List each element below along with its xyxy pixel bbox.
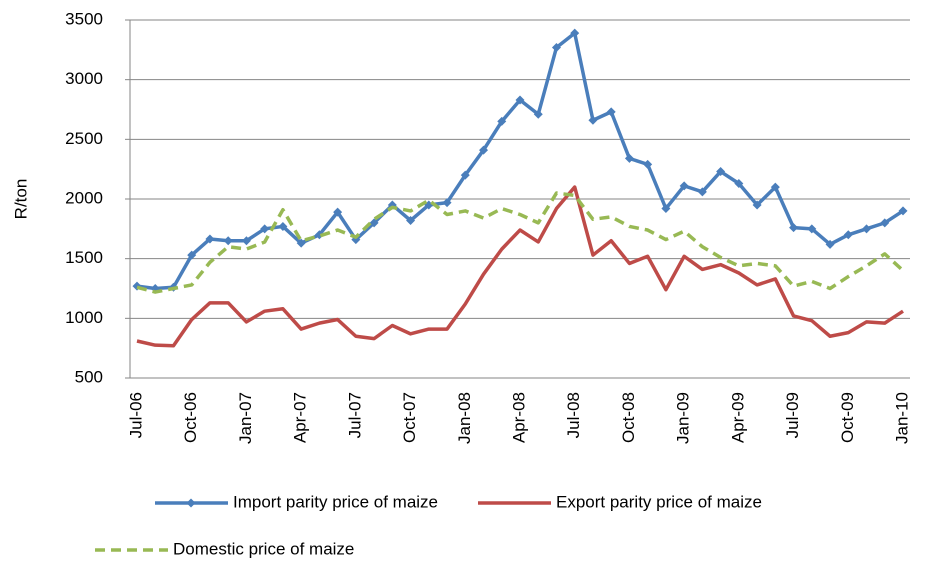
x-tick-label: Jan-09: [674, 392, 693, 444]
y-tick-label: 3500: [65, 9, 103, 28]
legend-label: Export parity price of maize: [556, 492, 762, 511]
x-tick-label: Apr-09: [728, 392, 747, 443]
series-marker: [442, 198, 452, 208]
x-tick-label: Apr-07: [291, 392, 310, 443]
series-marker: [734, 178, 744, 188]
series-marker: [843, 230, 853, 240]
series-marker: [223, 236, 233, 246]
series-marker: [278, 221, 288, 231]
series-marker: [369, 218, 379, 228]
series-marker: [679, 181, 689, 191]
series-marker: [880, 218, 890, 228]
x-tick-label: Jan-10: [892, 392, 911, 444]
series-marker: [570, 28, 580, 38]
x-tick-label: Apr-08: [509, 392, 528, 443]
y-tick-label: 500: [75, 367, 103, 386]
series-marker: [624, 153, 634, 163]
y-tick-label: 1500: [65, 248, 103, 267]
series-marker: [406, 215, 416, 225]
series-marker: [716, 167, 726, 177]
series-marker: [460, 170, 470, 180]
series-marker: [752, 200, 762, 210]
series-line: [136, 191, 905, 294]
series-line: [136, 185, 904, 348]
series-marker: [515, 95, 525, 105]
x-tick-label: Jul-08: [564, 392, 583, 438]
x-tick-label: Jan-07: [236, 392, 255, 444]
series-marker: [479, 145, 489, 155]
y-tick-label: 2000: [65, 188, 103, 207]
series-marker: [588, 115, 598, 125]
series-marker: [260, 224, 270, 234]
series-marker: [661, 204, 671, 214]
legend-label: Import parity price of maize: [233, 492, 438, 511]
x-tick-label: Jul-09: [783, 392, 802, 438]
series-marker: [807, 224, 817, 234]
x-tick-label: Oct-09: [838, 392, 857, 443]
y-tick-label: 3000: [65, 69, 103, 88]
series-marker: [770, 182, 780, 192]
legend-label: Domestic price of maize: [173, 539, 354, 558]
x-tick-label: Jul-06: [126, 392, 145, 438]
series-marker: [333, 207, 343, 217]
x-tick-label: Oct-06: [181, 392, 200, 443]
series-marker: [205, 234, 215, 244]
series-line: [136, 31, 904, 291]
legend-marker: [186, 498, 196, 508]
series-marker: [862, 224, 872, 234]
series-marker: [241, 236, 251, 246]
x-tick-label: Oct-08: [619, 392, 638, 443]
series-marker: [789, 223, 799, 233]
series-marker: [697, 187, 707, 197]
series-marker: [497, 116, 507, 126]
series-marker: [643, 159, 653, 169]
series-marker: [606, 107, 616, 117]
x-tick-label: Jan-08: [455, 392, 474, 444]
y-tick-label: 1000: [65, 308, 103, 327]
series-marker: [533, 109, 543, 119]
series-marker: [898, 206, 908, 216]
x-tick-label: Oct-07: [400, 392, 419, 443]
series-marker: [296, 238, 306, 248]
series-marker: [187, 250, 197, 260]
y-axis-label: R/ton: [11, 179, 30, 220]
y-tick-label: 2500: [65, 129, 103, 148]
x-tick-label: Jul-07: [345, 392, 364, 438]
series-marker: [551, 42, 561, 52]
series-marker: [825, 239, 835, 249]
